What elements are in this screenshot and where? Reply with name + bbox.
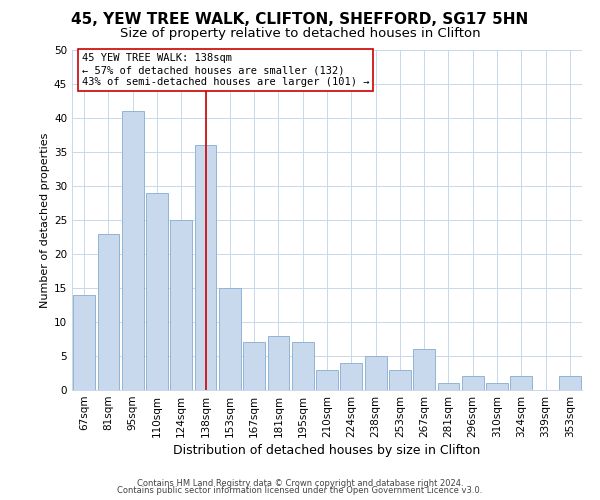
Bar xyxy=(122,111,143,390)
Bar xyxy=(292,342,314,390)
Bar xyxy=(389,370,411,390)
Y-axis label: Number of detached properties: Number of detached properties xyxy=(40,132,50,308)
Bar xyxy=(365,356,386,390)
Bar xyxy=(268,336,289,390)
Bar xyxy=(437,383,460,390)
Bar xyxy=(219,288,241,390)
Bar xyxy=(340,363,362,390)
Bar xyxy=(97,234,119,390)
Bar xyxy=(194,145,217,390)
Bar xyxy=(413,349,435,390)
Text: 45, YEW TREE WALK, CLIFTON, SHEFFORD, SG17 5HN: 45, YEW TREE WALK, CLIFTON, SHEFFORD, SG… xyxy=(71,12,529,28)
X-axis label: Distribution of detached houses by size in Clifton: Distribution of detached houses by size … xyxy=(173,444,481,457)
Bar xyxy=(170,220,192,390)
Bar xyxy=(462,376,484,390)
Text: 45 YEW TREE WALK: 138sqm
← 57% of detached houses are smaller (132)
43% of semi-: 45 YEW TREE WALK: 138sqm ← 57% of detach… xyxy=(82,54,369,86)
Text: Contains HM Land Registry data © Crown copyright and database right 2024.: Contains HM Land Registry data © Crown c… xyxy=(137,478,463,488)
Bar xyxy=(559,376,581,390)
Bar xyxy=(486,383,508,390)
Bar xyxy=(73,295,95,390)
Bar xyxy=(146,193,168,390)
Bar xyxy=(316,370,338,390)
Text: Size of property relative to detached houses in Clifton: Size of property relative to detached ho… xyxy=(119,28,481,40)
Bar xyxy=(243,342,265,390)
Bar xyxy=(511,376,532,390)
Text: Contains public sector information licensed under the Open Government Licence v3: Contains public sector information licen… xyxy=(118,486,482,495)
